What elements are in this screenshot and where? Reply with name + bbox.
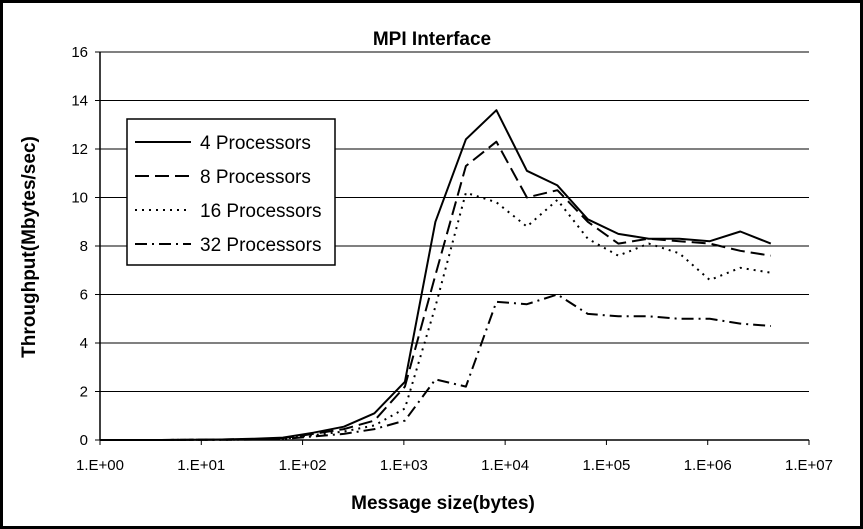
y-tick-label: 10 (71, 190, 88, 207)
y-axis-title: Throughput(Mbytes/sec) (19, 136, 40, 358)
y-tick-label: 14 (71, 93, 88, 110)
chart-title: MPI Interface (373, 29, 491, 50)
chart-frame: MPI Interface 0 2 4 6 8 10 12 14 16 1.E+00 1.E+01 1… (3, 3, 860, 526)
series-line-2 (100, 140, 771, 441)
x-tick-label: 1.E+01 (177, 457, 225, 474)
x-tick-label: 1.E+04 (481, 457, 529, 474)
legend-label-3: 16 Processors (200, 201, 321, 222)
legend-label-4: 32 Processors (200, 235, 321, 256)
x-tick-label: 1.E+03 (380, 457, 428, 474)
legend-label-2: 8 Processors (200, 167, 311, 188)
y-tick-label: 12 (71, 141, 88, 158)
series-lines (100, 109, 772, 441)
series-line-4 (100, 293, 771, 441)
legend: 4 Processors 8 Processors 16 Processors 32 … (126, 118, 336, 266)
y-tick-label: 16 (71, 44, 88, 61)
legend-box (126, 118, 336, 266)
x-tick-label: 1.E+05 (582, 457, 630, 474)
y-tick-label: 8 (80, 238, 88, 255)
y-tick-label: 0 (80, 432, 88, 449)
y-tick-label: 4 (80, 335, 88, 352)
x-tick-label: 1.E+02 (279, 457, 327, 474)
y-tick-label: 6 (80, 287, 88, 304)
chart: MPI Interface 0 2 4 6 8 10 12 14 16 1.E+00 1.E+01 1… (19, 29, 833, 514)
y-tick-label: 2 (80, 384, 88, 401)
x-tick-label: 1.E+00 (76, 457, 124, 474)
x-tick-label: 1.E+07 (785, 457, 833, 474)
x-axis-title: Message size(bytes) (351, 493, 535, 514)
legend-label-1: 4 Processors (200, 133, 311, 154)
x-tick-label: 1.E+06 (684, 457, 732, 474)
